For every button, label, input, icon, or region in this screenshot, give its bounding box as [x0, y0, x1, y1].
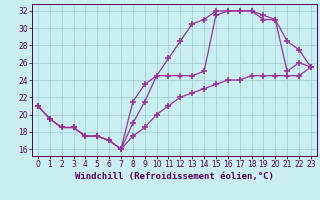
X-axis label: Windchill (Refroidissement éolien,°C): Windchill (Refroidissement éolien,°C) [75, 172, 274, 181]
